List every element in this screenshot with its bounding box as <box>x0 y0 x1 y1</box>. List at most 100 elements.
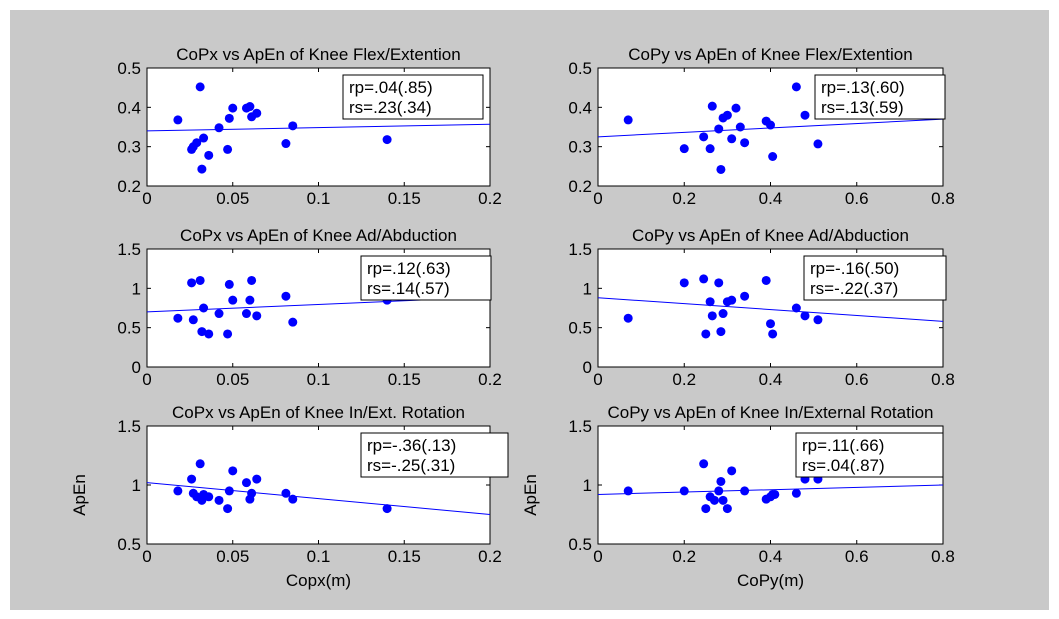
data-point <box>731 103 741 113</box>
stat-pearson: rp=.11(.66) <box>802 436 884 455</box>
data-point <box>204 492 214 502</box>
x-tick-label: 0 <box>142 189 151 208</box>
data-point <box>727 134 737 144</box>
data-point <box>224 113 234 123</box>
data-point <box>192 138 202 148</box>
data-point <box>768 329 778 339</box>
x-tick-label: 0.8 <box>931 189 955 208</box>
data-point <box>197 164 207 174</box>
y-tick-label: 0.5 <box>568 535 592 554</box>
x-axis-label: CoPy(m) <box>737 571 804 590</box>
data-point <box>173 313 183 323</box>
data-point <box>241 478 251 488</box>
data-point <box>791 488 801 498</box>
x-tick-label: 0.2 <box>478 189 502 208</box>
x-tick-label: 0.1 <box>307 547 331 566</box>
chart-title: CoPx vs ApEn of Knee Flex/Extention <box>176 45 460 64</box>
data-point <box>722 110 732 120</box>
y-tick-label: 0.5 <box>568 59 592 78</box>
x-tick-label: 0.8 <box>931 370 955 389</box>
data-point <box>195 275 205 285</box>
x-tick-label: 0.2 <box>672 547 696 566</box>
x-tick-label: 0.4 <box>759 547 783 566</box>
data-point <box>727 295 737 305</box>
data-point <box>187 474 197 484</box>
stat-pearson: rp=.04(.85) <box>349 78 433 97</box>
data-point <box>228 103 238 113</box>
stats-box-frame <box>803 255 947 301</box>
stats-box-frame <box>342 74 484 120</box>
y-tick-label: 0.5 <box>568 319 592 338</box>
data-point <box>228 466 238 476</box>
data-point <box>766 120 775 130</box>
data-point <box>281 291 291 301</box>
data-point <box>800 311 810 321</box>
data-point <box>722 504 732 514</box>
y-tick-label: 0 <box>583 358 592 377</box>
data-point <box>247 275 257 285</box>
data-point <box>800 110 810 120</box>
stat-spearman: rs=.04(.87) <box>802 456 885 475</box>
data-point <box>245 295 255 305</box>
data-point <box>716 476 726 486</box>
stats-box: rp=.13(.60)rs=.13(.59) <box>814 74 946 120</box>
y-tick-label: 0.5 <box>117 59 141 78</box>
data-point <box>714 278 724 288</box>
x-tick-label: 0 <box>142 547 151 566</box>
data-point <box>214 123 224 133</box>
stat-pearson: rp=-.16(.50) <box>810 259 899 278</box>
data-point <box>199 133 209 143</box>
data-point <box>679 278 689 288</box>
subplot-1: CoPx vs ApEn of Knee Flex/Extention 0 0.05… <box>117 45 501 208</box>
x-tick-label: 0.8 <box>931 547 955 566</box>
regression-line <box>597 297 944 322</box>
data-point <box>204 150 214 160</box>
x-tick-label: 0.4 <box>759 370 783 389</box>
stats-box-frame <box>814 74 946 120</box>
regression-line <box>146 482 491 515</box>
x-tick-label: 0.2 <box>478 370 502 389</box>
subplot-4: CoPy vs ApEn of Knee Ad/Abduction 0 0.2 0.4… <box>568 226 954 389</box>
y-tick-label: 0.4 <box>117 98 141 117</box>
data-point <box>718 309 728 319</box>
data-point <box>188 315 198 325</box>
y-tick-label: 0.3 <box>568 138 592 157</box>
data-point <box>679 144 689 154</box>
stat-spearman: rs=-.25(.31) <box>367 456 455 475</box>
stats-box: rp=-.16(.50)rs=-.22(.37) <box>803 255 947 301</box>
data-point <box>766 319 775 329</box>
y-tick-label: 0.5 <box>117 535 141 554</box>
data-point <box>699 274 709 284</box>
x-tick-label: 0.1 <box>307 189 331 208</box>
y-axis-label: ApEn <box>521 474 540 516</box>
data-point <box>252 108 262 118</box>
y-tick-label: 1 <box>132 279 141 298</box>
y-tick-label: 1.5 <box>568 240 592 259</box>
data-point <box>768 152 778 161</box>
data-point <box>382 135 392 145</box>
data-point <box>195 82 205 92</box>
data-point <box>761 275 771 285</box>
data-point <box>707 101 717 111</box>
y-tick-label: 1 <box>583 279 592 298</box>
data-point <box>252 311 262 321</box>
x-tick-label: 0.05 <box>216 189 249 208</box>
data-point <box>281 488 291 498</box>
y-tick-label: 0.3 <box>117 138 141 157</box>
x-tick-label: 0.2 <box>478 547 502 566</box>
y-tick-label: 1.5 <box>568 417 592 436</box>
data-point <box>197 327 207 337</box>
x-tick-label: 0 <box>142 370 151 389</box>
stats-box-frame <box>360 432 509 478</box>
data-point <box>716 327 726 337</box>
x-tick-label: 0.15 <box>388 370 421 389</box>
y-tick-label: 1 <box>132 476 141 495</box>
y-tick-label: 0 <box>132 358 141 377</box>
y-tick-label: 1 <box>583 476 592 495</box>
data-point <box>214 495 224 505</box>
y-tick-label: 1.5 <box>117 240 141 259</box>
y-tick-label: 0.5 <box>117 319 141 338</box>
x-tick-label: 0.15 <box>388 189 421 208</box>
chart-title: CoPy vs ApEn of Knee Ad/Abduction <box>632 226 909 245</box>
